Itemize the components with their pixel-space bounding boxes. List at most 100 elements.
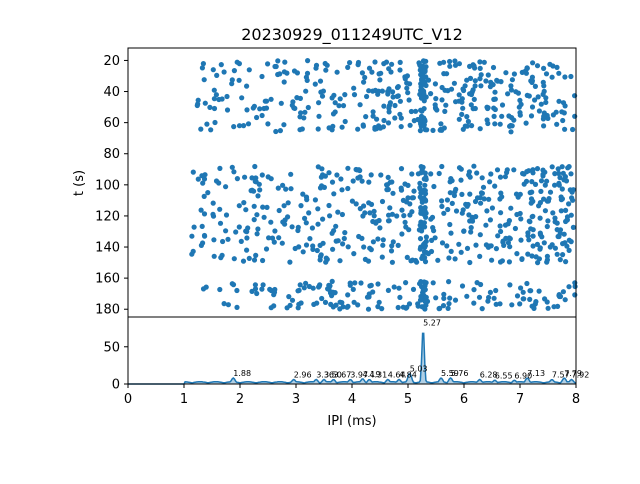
scatter-point — [254, 231, 260, 237]
scatter-point — [528, 196, 535, 202]
scatter-point — [492, 106, 498, 113]
scatter-point — [326, 282, 332, 288]
scatter-point — [366, 179, 372, 185]
scatter-point — [316, 100, 322, 106]
scatter-point — [467, 191, 473, 197]
ipi-peak-label: 4.31 — [369, 371, 387, 380]
scatter-point — [508, 83, 514, 89]
scatter-point — [487, 289, 493, 295]
scatter-point — [342, 230, 348, 236]
scatter-point — [198, 126, 204, 132]
scatter-point — [332, 100, 338, 106]
scatter-point — [337, 96, 343, 102]
scatter-point — [333, 223, 339, 229]
scatter-point — [447, 295, 453, 301]
ipi-x-tick-label: 6 — [460, 392, 468, 407]
scatter-point — [390, 190, 396, 196]
scatter-point — [283, 186, 289, 192]
scatter-point — [375, 89, 381, 95]
scatter-point — [330, 123, 336, 129]
scatter-point — [493, 301, 499, 307]
scatter-point — [367, 245, 373, 251]
scatter-point — [323, 255, 329, 261]
scatter-point — [276, 207, 282, 214]
scatter-point — [257, 187, 263, 193]
scatter-panel: 20230929_011249UTC_V12 20 40 60 80 100 120 140… — [72, 25, 578, 318]
scatter-point — [368, 172, 374, 178]
scatter-point — [473, 242, 479, 248]
scatter-point — [264, 204, 270, 210]
scatter-point — [319, 295, 325, 302]
scatter-point — [497, 301, 503, 307]
scatter-point — [458, 177, 464, 183]
scatter-point — [461, 87, 467, 94]
scatter-point — [395, 242, 401, 248]
scatter-point — [420, 79, 426, 85]
scatter-y-tick-label: 100 — [95, 178, 120, 193]
scatter-point — [390, 239, 396, 245]
scatter-point — [468, 225, 474, 231]
scatter-point — [538, 178, 545, 184]
scatter-point — [511, 117, 517, 123]
scatter-point — [464, 114, 470, 120]
scatter-point — [225, 236, 231, 242]
scatter-point — [359, 178, 365, 184]
scatter-point — [217, 286, 223, 293]
scatter-point — [389, 259, 395, 265]
scatter-point — [389, 179, 395, 185]
scatter-point — [375, 236, 381, 242]
scatter-point — [430, 280, 436, 286]
scatter-point — [541, 240, 547, 246]
scatter-point — [473, 214, 479, 220]
scatter-point — [452, 62, 459, 68]
scatter-point — [301, 115, 307, 121]
scatter-point — [236, 77, 242, 83]
scatter-point — [244, 229, 250, 235]
scatter-point — [234, 287, 240, 294]
scatter-point — [288, 186, 294, 192]
scatter-point — [329, 95, 335, 101]
scatter-point — [565, 165, 571, 171]
scatter-point — [460, 126, 466, 132]
scatter-point — [477, 126, 483, 132]
scatter-point — [339, 124, 345, 130]
scatter-point — [245, 121, 252, 127]
scatter-point — [439, 240, 446, 246]
scatter-point — [303, 242, 310, 248]
scatter-point — [211, 253, 217, 259]
scatter-point — [543, 71, 550, 77]
scatter-point — [268, 219, 274, 225]
scatter-point — [554, 64, 560, 70]
scatter-point — [422, 205, 428, 211]
scatter-point — [530, 167, 536, 173]
scatter-y-tick-label: 40 — [103, 85, 120, 100]
scatter-point — [404, 304, 410, 310]
scatter-point — [236, 203, 242, 209]
scatter-point — [552, 245, 559, 251]
ipi-x-tick-label: 7 — [516, 392, 524, 407]
scatter-point — [320, 88, 326, 94]
scatter-point — [507, 282, 513, 288]
ipi-peak-label: 5.27 — [423, 318, 441, 327]
scatter-point — [428, 171, 434, 177]
chart-title: 20230929_011249UTC_V12 — [241, 25, 463, 45]
scatter-point — [420, 75, 426, 81]
scatter-point — [495, 233, 501, 239]
scatter-point — [509, 77, 515, 83]
scatter-point — [466, 169, 472, 175]
scatter-point — [570, 224, 577, 230]
scatter-point — [403, 199, 410, 205]
scatter-point — [200, 286, 207, 292]
scatter-point — [388, 69, 394, 75]
scatter-point — [221, 69, 227, 75]
scatter-point — [559, 186, 565, 192]
scatter-point — [566, 247, 572, 253]
scatter-point — [439, 84, 445, 91]
scatter-point — [526, 218, 532, 224]
scatter-point — [558, 208, 564, 214]
scatter-point — [276, 235, 282, 241]
scatter-point — [520, 170, 526, 177]
scatter-point — [419, 164, 425, 171]
scatter-point — [388, 248, 395, 254]
scatter-point — [500, 239, 506, 245]
